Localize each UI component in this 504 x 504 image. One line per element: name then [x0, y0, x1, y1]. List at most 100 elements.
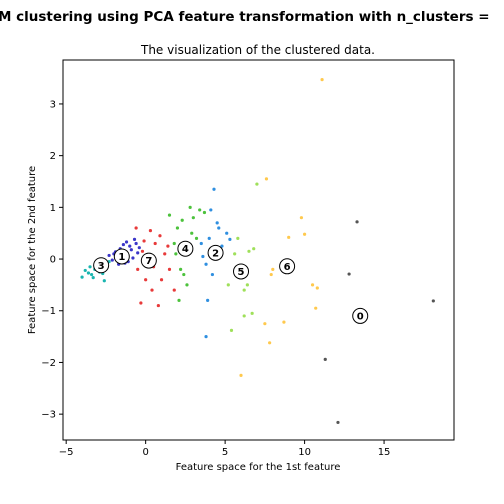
cluster-4-point	[182, 272, 186, 277]
cluster-0-point	[355, 220, 359, 224]
x-tick-label: −5	[59, 447, 74, 458]
cluster-7-point	[140, 249, 145, 253]
cluster-3-point	[102, 279, 106, 283]
cluster-3-point	[80, 275, 84, 279]
cluster-center-label: 1	[118, 252, 125, 263]
cluster-center-marker	[233, 263, 250, 280]
cluster-7-point	[166, 244, 170, 248]
y-tick-label: −1	[41, 306, 56, 317]
cluster-0-point	[347, 272, 351, 276]
cluster-7-point	[158, 234, 162, 238]
cluster-6-point	[271, 267, 275, 271]
x-tick-label: 15	[378, 447, 391, 458]
cluster-2-point	[225, 231, 229, 235]
cluster-5-point	[247, 249, 251, 253]
cluster-3-point	[91, 276, 95, 280]
cluster-4-point	[179, 267, 183, 271]
cluster-3-point	[90, 272, 94, 277]
cluster-4-point	[167, 213, 172, 217]
cluster-6-point	[268, 341, 272, 345]
y-tick-label: 1	[50, 203, 56, 214]
cluster-1-point	[131, 256, 135, 260]
cluster-center-label: 7	[145, 256, 152, 267]
cluster-1-point	[121, 242, 125, 247]
x-tick-label: 10	[298, 447, 311, 458]
chart-suptitle: M clustering using PCA feature transform…	[0, 9, 490, 25]
cluster-2-point	[204, 262, 208, 266]
cluster-2-point	[199, 241, 203, 246]
cluster-2-point	[209, 208, 213, 212]
cluster-5-point	[236, 236, 240, 240]
cluster-7-point	[156, 303, 160, 308]
y-tick-label: 3	[50, 99, 56, 110]
cluster-4-point	[190, 231, 194, 235]
x-tick-label: 5	[222, 447, 228, 458]
cluster-1-point	[134, 241, 138, 246]
cluster-5-point	[242, 314, 246, 318]
y-tick-label: 0	[50, 255, 56, 266]
cluster-1-point	[128, 244, 132, 248]
y-tick-label: −3	[41, 410, 56, 421]
cluster-2-point	[206, 298, 210, 303]
cluster-4-point	[185, 283, 189, 287]
cluster-6-point	[314, 306, 318, 310]
cluster-2-point	[217, 226, 221, 230]
cluster-center-marker	[93, 257, 110, 274]
cluster-6-point	[239, 373, 243, 377]
cluster-2-point	[204, 334, 208, 339]
cluster-4-point	[172, 241, 176, 246]
y-axis-label: Feature space for the 2nd feature	[27, 166, 38, 334]
cluster-center-label: 2	[212, 248, 219, 259]
cluster-6-point	[287, 235, 291, 239]
cluster-6-point	[269, 272, 273, 277]
cluster-7-point	[153, 241, 157, 246]
cluster-5-point	[252, 247, 256, 251]
cluster-5-point	[250, 311, 254, 315]
cluster-5-point	[226, 283, 230, 287]
cluster-3-point	[83, 268, 87, 273]
cluster-4-point	[202, 210, 207, 215]
cluster-center-marker	[352, 307, 369, 324]
cluster-center-marker	[140, 252, 157, 269]
cluster-2-point	[201, 254, 205, 259]
chart-title: The visualization of the clustered data.	[140, 43, 375, 57]
cluster-2-point	[215, 221, 219, 225]
cluster-2-point	[212, 187, 216, 191]
cluster-4-point	[174, 252, 178, 256]
cluster-1-point	[129, 248, 133, 252]
cluster-7-point	[136, 267, 140, 271]
cluster-1-point	[136, 251, 140, 255]
cluster-7-point	[159, 278, 164, 282]
cluster-4-point	[198, 208, 202, 212]
cluster-5-point	[245, 283, 249, 287]
cluster-2-point	[220, 244, 224, 248]
cluster-0-point	[323, 357, 327, 361]
cluster-1-point	[137, 246, 141, 250]
cluster-7-point	[148, 229, 153, 233]
cluster-0-point	[431, 299, 435, 303]
cluster-center-label: 6	[284, 262, 291, 273]
cluster-2-point	[210, 272, 215, 277]
cluster-6-point	[263, 322, 267, 326]
cluster-6-point	[320, 78, 324, 82]
cluster-7-point	[172, 288, 176, 292]
cluster-3-point	[86, 271, 91, 275]
plot-area	[62, 59, 455, 441]
cluster-5-point	[242, 288, 246, 292]
cluster-center-label: 0	[357, 311, 364, 322]
cluster-1-point	[110, 258, 114, 262]
cluster-4-point	[180, 218, 184, 222]
cluster-1-point	[107, 253, 111, 258]
y-tick-label: −2	[41, 358, 56, 369]
cluster-4-point	[191, 216, 195, 220]
cluster-7-point	[150, 288, 154, 292]
cluster-4-point	[188, 205, 192, 209]
cluster-7-point	[142, 239, 146, 243]
cluster-5-point	[255, 182, 259, 186]
cluster-6-point	[310, 283, 315, 287]
cluster-6-point	[315, 286, 319, 290]
cluster-3-point	[88, 265, 92, 269]
cluster-5-point	[233, 252, 237, 256]
cluster-4-point	[177, 298, 181, 303]
cluster-6-point	[302, 232, 307, 236]
